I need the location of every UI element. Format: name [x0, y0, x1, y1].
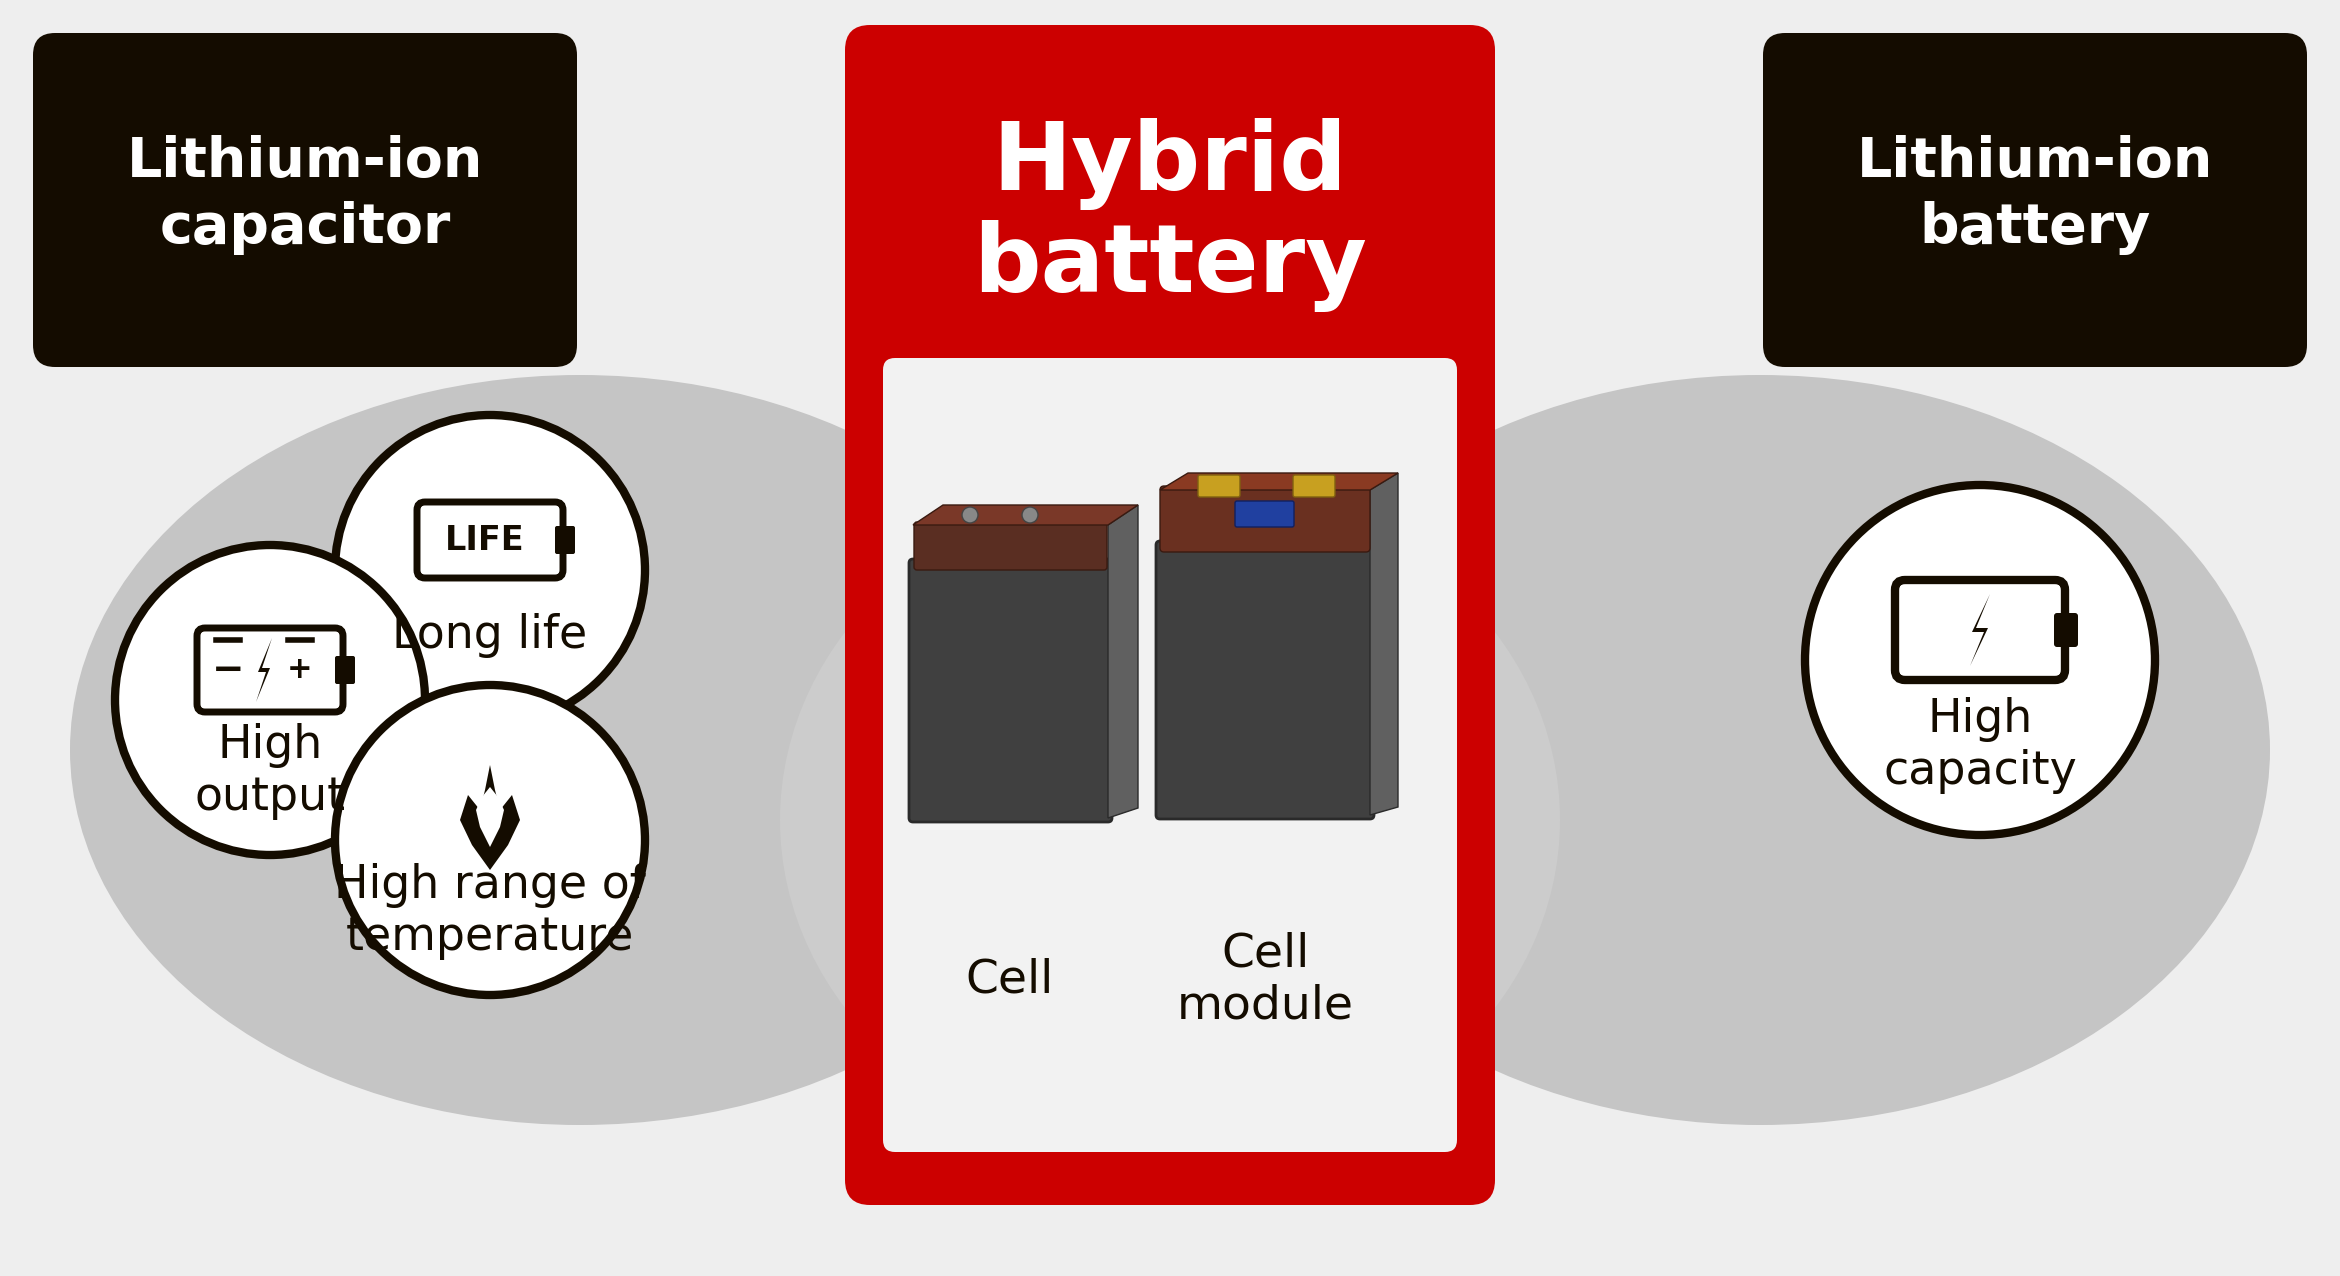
FancyBboxPatch shape: [845, 26, 1495, 1205]
FancyBboxPatch shape: [1236, 501, 1294, 527]
Text: +: +: [288, 656, 314, 684]
Text: High
capacity: High capacity: [1884, 697, 2078, 794]
Ellipse shape: [1250, 375, 2270, 1125]
Ellipse shape: [70, 375, 1090, 1125]
Polygon shape: [913, 505, 1137, 524]
Ellipse shape: [779, 480, 1561, 1160]
Polygon shape: [461, 766, 519, 870]
Text: Lithium-ion
capacitor: Lithium-ion capacitor: [126, 135, 482, 255]
FancyBboxPatch shape: [1161, 486, 1369, 553]
Text: High
output: High output: [194, 723, 346, 820]
FancyBboxPatch shape: [33, 33, 578, 367]
Circle shape: [115, 545, 426, 855]
FancyBboxPatch shape: [2055, 612, 2078, 647]
Text: −: −: [211, 651, 243, 689]
FancyBboxPatch shape: [1198, 475, 1240, 496]
Text: LIFE: LIFE: [445, 523, 524, 556]
Text: Lithium-ion
battery: Lithium-ion battery: [1858, 135, 2214, 255]
Polygon shape: [1161, 473, 1397, 490]
Circle shape: [1804, 485, 2155, 835]
Polygon shape: [1369, 473, 1397, 815]
FancyBboxPatch shape: [1156, 541, 1374, 819]
FancyBboxPatch shape: [1294, 475, 1336, 496]
Text: High range of
temperature: High range of temperature: [335, 864, 646, 961]
Text: Cell
module: Cell module: [1177, 931, 1353, 1028]
FancyBboxPatch shape: [915, 522, 1107, 570]
FancyBboxPatch shape: [555, 526, 576, 554]
Text: Cell: Cell: [966, 957, 1053, 1003]
Polygon shape: [475, 787, 503, 847]
Text: Hybrid
battery: Hybrid battery: [973, 117, 1367, 313]
FancyBboxPatch shape: [908, 559, 1112, 822]
FancyBboxPatch shape: [1762, 33, 2307, 367]
FancyBboxPatch shape: [335, 656, 356, 684]
Circle shape: [335, 415, 646, 725]
Text: Long life: Long life: [393, 612, 587, 657]
Circle shape: [1023, 507, 1039, 523]
FancyBboxPatch shape: [882, 359, 1458, 1152]
Circle shape: [335, 685, 646, 995]
Polygon shape: [255, 638, 271, 702]
Polygon shape: [1970, 595, 1989, 666]
Circle shape: [962, 507, 978, 523]
Polygon shape: [1109, 505, 1137, 818]
